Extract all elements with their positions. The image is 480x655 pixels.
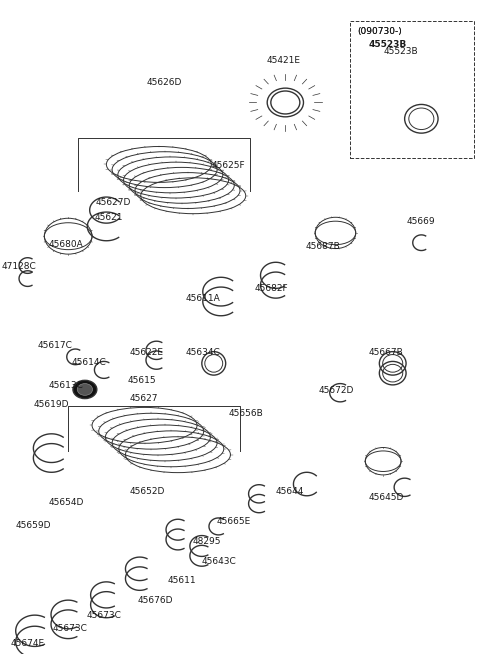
- Text: (090730-): (090730-): [357, 27, 402, 36]
- Text: 45687B: 45687B: [306, 242, 341, 252]
- Text: 45643C: 45643C: [202, 557, 237, 566]
- Bar: [350, 21, 474, 158]
- Text: 48295: 48295: [192, 537, 221, 546]
- Text: 45625F: 45625F: [211, 160, 245, 170]
- Text: 45622E: 45622E: [129, 348, 163, 357]
- Text: 45656B: 45656B: [228, 409, 263, 417]
- Text: 45667B: 45667B: [369, 348, 404, 357]
- Text: 45644: 45644: [276, 487, 304, 496]
- Text: 45611: 45611: [168, 576, 196, 585]
- Text: 45659D: 45659D: [16, 521, 51, 531]
- Text: 45634C: 45634C: [185, 348, 220, 357]
- Text: 45665E: 45665E: [216, 517, 251, 527]
- Text: 45680A: 45680A: [48, 240, 83, 250]
- Text: 45619D: 45619D: [34, 400, 69, 409]
- Text: 45654D: 45654D: [48, 498, 84, 507]
- Text: 45611A: 45611A: [185, 294, 220, 303]
- Text: 45676D: 45676D: [137, 596, 173, 605]
- Text: 45523B: 45523B: [369, 40, 407, 49]
- Text: 45674E: 45674E: [11, 639, 45, 648]
- Text: 45421E: 45421E: [266, 56, 300, 66]
- Text: 45672D: 45672D: [319, 386, 354, 395]
- Text: 45613C: 45613C: [48, 381, 83, 390]
- Text: 45523B: 45523B: [383, 47, 418, 56]
- Text: 45673C: 45673C: [53, 624, 88, 633]
- Text: 45652D: 45652D: [129, 487, 165, 496]
- Ellipse shape: [73, 381, 97, 399]
- Text: 45617C: 45617C: [37, 341, 72, 350]
- Ellipse shape: [77, 384, 93, 396]
- Text: 47128C: 47128C: [1, 262, 36, 271]
- Text: (090730-): (090730-): [357, 27, 402, 36]
- Text: 45682F: 45682F: [254, 284, 288, 293]
- Text: 45673C: 45673C: [86, 610, 121, 620]
- Text: 45627: 45627: [129, 394, 158, 403]
- Text: 45626D: 45626D: [147, 78, 182, 87]
- Text: 45645D: 45645D: [369, 493, 404, 502]
- Text: 45627D: 45627D: [96, 198, 131, 207]
- Text: 45614C: 45614C: [72, 358, 107, 367]
- Text: 45621: 45621: [95, 213, 123, 222]
- Text: 45615: 45615: [127, 376, 156, 385]
- Text: 45669: 45669: [407, 217, 436, 227]
